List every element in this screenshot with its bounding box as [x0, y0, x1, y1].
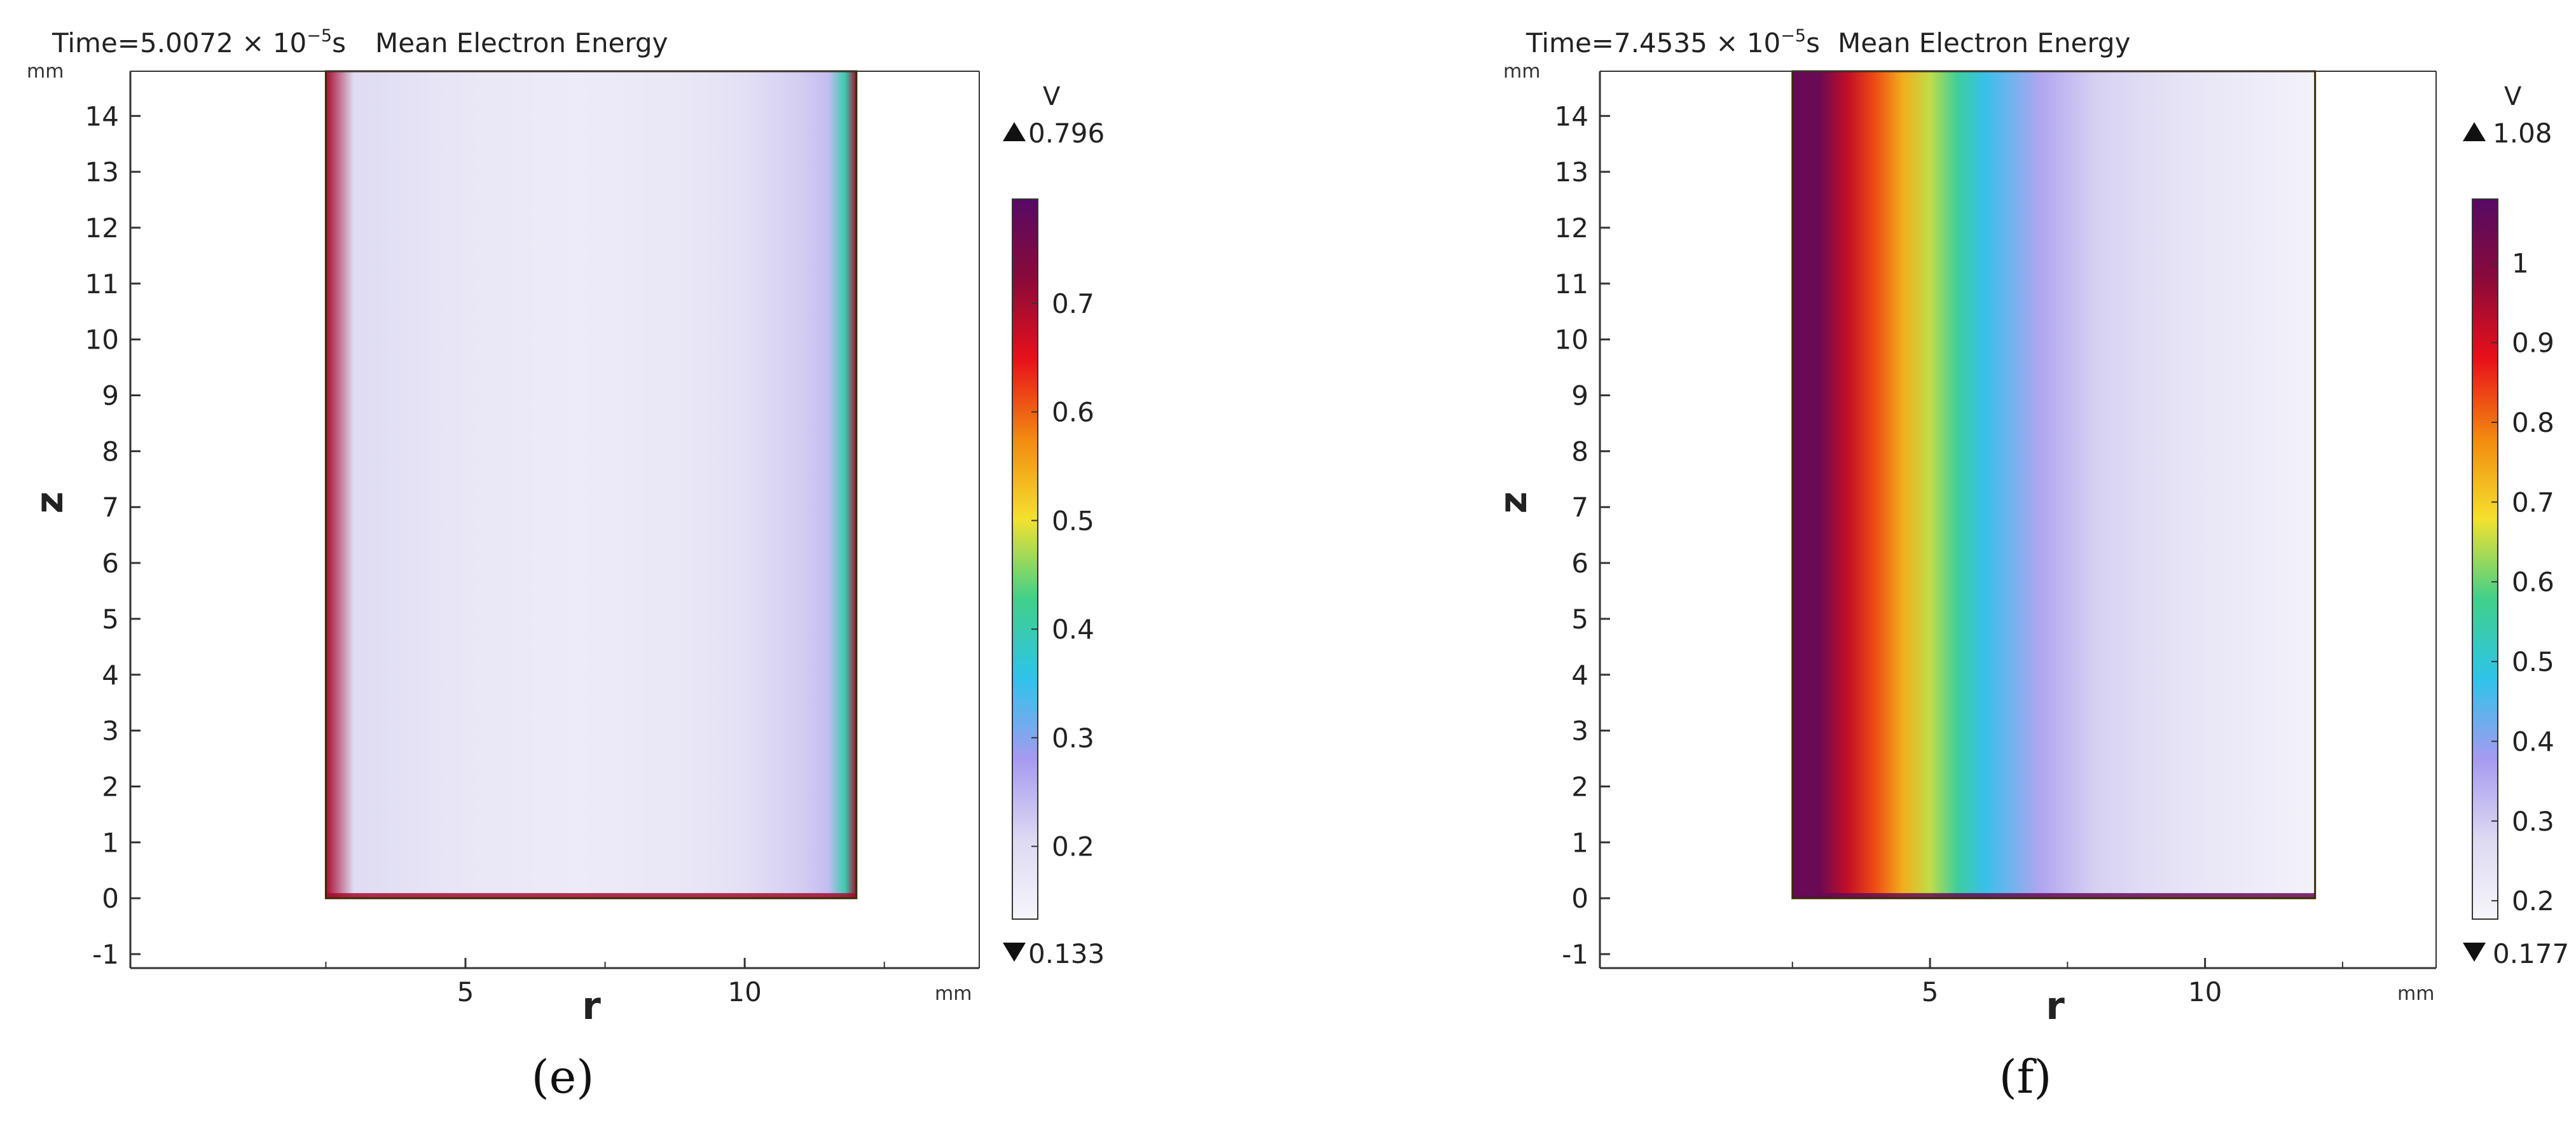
y-tick-label: 5: [1571, 604, 1588, 635]
domain-bottom-edge: [326, 893, 857, 899]
x-axis-label: r: [2046, 984, 2065, 1029]
time-unit: s: [1806, 27, 1820, 59]
colorbar-max-label: 0.796: [1028, 118, 1105, 149]
domain-heatmap: [1792, 71, 2315, 899]
y-tick-label: 0: [102, 883, 119, 914]
plot-title: Mean Electron Energy: [1838, 27, 2130, 59]
x-unit: mm: [935, 983, 972, 1005]
colorbar-unit: V: [2504, 82, 2522, 111]
y-tick-label: 12: [1555, 212, 1588, 244]
colorbar-tick-label: 0.5: [1052, 505, 1094, 536]
colorbar-tick-label: 0.9: [2512, 328, 2554, 359]
colorbar-tick-label: 0.5: [2512, 646, 2554, 677]
y-tick-label: 6: [102, 548, 119, 579]
y-tick-label: -1: [92, 939, 119, 970]
time-label: Time=7.4535 × 10−5s: [1526, 26, 1820, 59]
colorbar-min-triangle: [1003, 943, 1026, 962]
y-tick-label: -1: [1562, 939, 1588, 970]
y-tick-label: 4: [102, 660, 119, 691]
colorbar-tick-label: 0.3: [2512, 806, 2554, 837]
x-tick-label: 5: [1922, 976, 1939, 1008]
x-tick-label: 5: [457, 976, 474, 1008]
y-tick-label: 9: [1571, 380, 1588, 412]
colorbar-tick-label: 0.4: [1052, 614, 1094, 645]
y-tick-label: 7: [1571, 492, 1588, 523]
y-tick-label: 3: [102, 716, 119, 747]
time-label: Time=5.0072 × 10−5s: [52, 26, 346, 59]
y-tick-label: 2: [1571, 771, 1588, 802]
y-tick-label: 1: [102, 827, 119, 858]
colorbar-tick-label: 1: [2512, 247, 2529, 279]
y-tick-label: 6: [1571, 548, 1588, 579]
y-tick-label: 5: [102, 604, 119, 635]
colorbar-max-triangle: [1003, 122, 1026, 141]
y-unit: mm: [1503, 60, 1540, 83]
y-tick-label: 10: [85, 324, 119, 356]
colorbar-tick-label: 0.4: [2512, 726, 2554, 757]
y-tick-label: 4: [1571, 660, 1588, 691]
x-unit: mm: [2397, 983, 2434, 1005]
y-tick-label: 2: [102, 771, 119, 802]
y-tick-label: 13: [85, 156, 119, 188]
colorbar-min-label: 0.133: [1028, 938, 1105, 969]
y-tick-label: 1: [1571, 827, 1588, 858]
x-axis-label: r: [582, 984, 601, 1029]
y-axis-label: z: [1491, 492, 1536, 514]
plot-title: Mean Electron Energy: [375, 27, 668, 59]
panel-e: Time=5.0072 × 10−5s Mean Electron Energy…: [27, 26, 1105, 1104]
y-unit: mm: [27, 60, 64, 83]
y-tick-label: 11: [85, 268, 119, 300]
colorbar: [2472, 198, 2498, 920]
colorbar-tick-label: 0.7: [1052, 288, 1094, 319]
x-tick-label: 10: [727, 976, 761, 1008]
y-tick-label: 3: [1571, 716, 1588, 747]
y-tick-label: 7: [102, 492, 119, 523]
colorbar-tick-label: 0.6: [2512, 567, 2554, 598]
time-unit: s: [332, 27, 346, 59]
colorbar-max-label: 1.08: [2493, 118, 2552, 149]
y-tick-label: 9: [102, 380, 119, 412]
panel-label: (e): [532, 1050, 595, 1104]
colorbar-tick-label: 0.7: [2512, 487, 2554, 518]
colorbar-tick-label: 0.6: [1052, 397, 1094, 428]
y-tick-label: 11: [1555, 268, 1588, 300]
y-tick-label: 10: [1555, 324, 1588, 356]
colorbar: [1012, 198, 1038, 920]
y-tick-label: 14: [85, 100, 119, 132]
colorbar-max-triangle: [2463, 122, 2486, 141]
colorbar-tick-label: 0.2: [1052, 831, 1094, 862]
colorbar-tick-label: 0.3: [1052, 723, 1094, 754]
y-tick-label: 0: [1571, 883, 1588, 914]
x-tick-label: 10: [2188, 976, 2222, 1008]
domain-bottom-edge: [1792, 893, 2315, 899]
colorbar-tick-label: 0.8: [2512, 407, 2554, 438]
y-tick-label: 8: [102, 436, 119, 467]
y-axis-label: z: [27, 492, 72, 514]
y-tick-label: 14: [1555, 100, 1588, 132]
colorbar-min-triangle: [2463, 943, 2486, 962]
y-tick-label: 12: [85, 212, 119, 244]
colorbar-unit: V: [1043, 82, 1061, 111]
panel-label: (f): [1999, 1050, 2052, 1104]
y-tick-label: 8: [1571, 436, 1588, 467]
panel-f: Time=7.4535 × 10−5s Mean Electron Energy…: [1491, 26, 2569, 1104]
colorbar-min-label: 0.177: [2493, 938, 2569, 969]
domain-heatmap: [326, 71, 857, 899]
y-tick-label: 13: [1555, 156, 1588, 188]
colorbar-tick-label: 0.2: [2512, 885, 2554, 917]
